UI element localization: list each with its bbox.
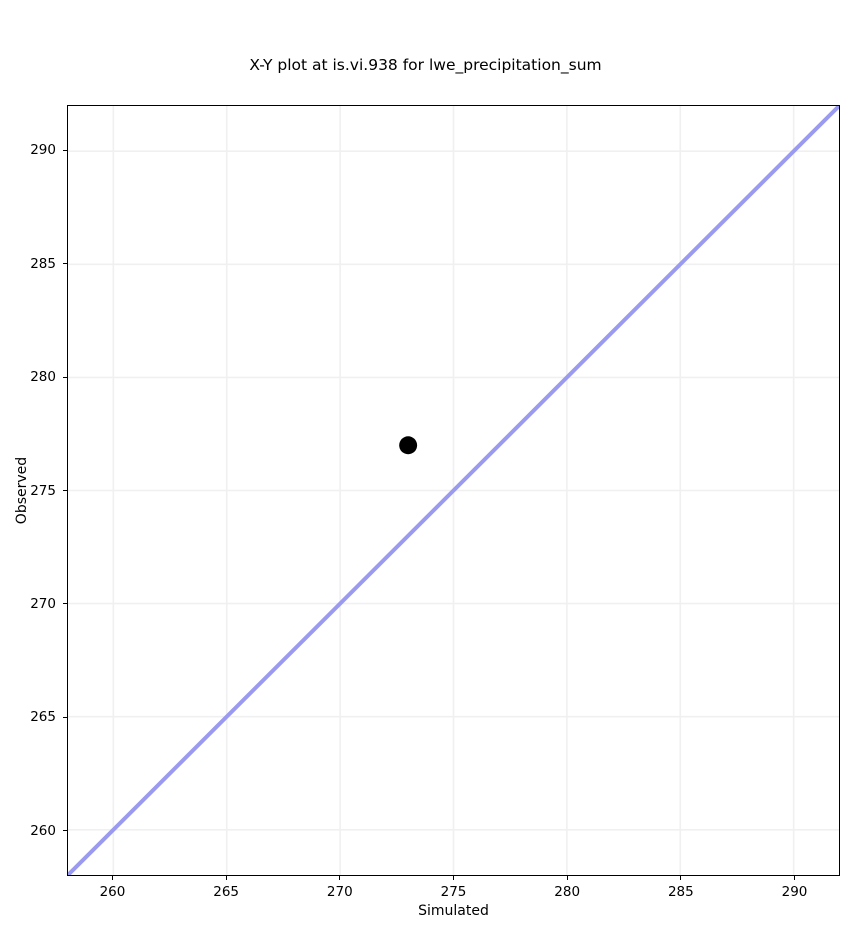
x-tick-mark (111, 876, 114, 880)
y-tick-label: 280 (30, 369, 56, 386)
x-tick-label: 265 (213, 884, 240, 900)
gridlines-layer (68, 106, 839, 875)
y-tick-mark (63, 263, 67, 265)
x-tick-mark (452, 876, 455, 880)
y-tick-mark (63, 489, 67, 492)
x-tick-mark (339, 876, 341, 880)
y-tick-mark (63, 830, 67, 832)
y-tick-mark (63, 603, 67, 605)
y-tick-mark (63, 149, 67, 151)
y-tick-label: 275 (30, 482, 56, 499)
chart-title-line-1: X-Y plot at is.vi.938 for lwe_precipitat… (249, 56, 602, 74)
x-tick-label: 280 (554, 884, 581, 900)
x-tick-mark (225, 876, 227, 880)
x-tick-mark (566, 876, 568, 880)
y-tick-mark (63, 716, 67, 718)
y-tick-label: 290 (30, 142, 56, 159)
x-tick-label: 275 (440, 884, 467, 900)
y-axis-label: Observed (14, 456, 30, 525)
plot-area (67, 105, 840, 876)
x-tick-label: 260 (99, 884, 126, 900)
x-tick-label: 285 (667, 884, 694, 900)
data-layer (68, 106, 839, 875)
y-tick-label: 285 (30, 255, 56, 272)
y-tick-label: 265 (30, 709, 56, 726)
x-tick-label: 270 (326, 884, 353, 900)
x-tick-mark (680, 876, 682, 880)
x-tick-mark (793, 876, 796, 880)
x-axis-label: Simulated (418, 903, 489, 919)
y-tick-label: 260 (30, 822, 56, 839)
y-tick-label: 270 (30, 595, 56, 612)
data-point-marker (399, 436, 418, 455)
x-tick-label: 290 (781, 884, 808, 900)
one-to-one-reference-line (68, 106, 839, 875)
y-tick-mark (63, 376, 67, 378)
